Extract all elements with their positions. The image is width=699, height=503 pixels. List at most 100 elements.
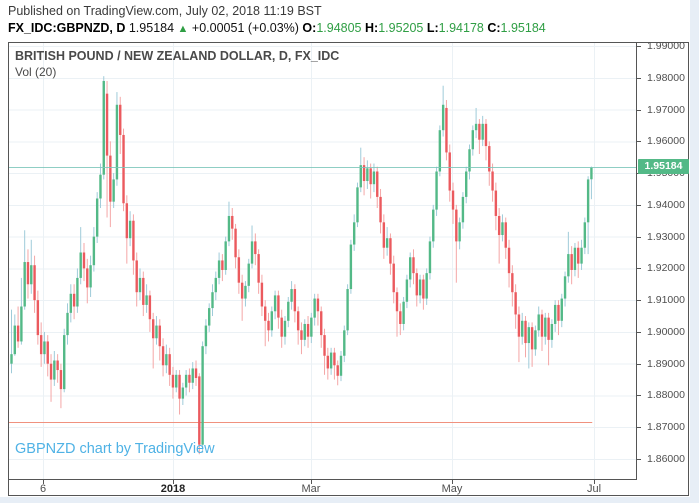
volume-indicator-label[interactable]: Vol (20) (15, 65, 57, 79)
candle-body (227, 215, 231, 242)
candle-body (109, 155, 112, 202)
candle-body (471, 130, 474, 150)
candle-body (102, 80, 105, 175)
candle-body (30, 265, 33, 285)
candle-body (537, 314, 540, 331)
chart-legend: BRITISH POUND / NEW ZEALAND DOLLAR, D, F… (15, 49, 339, 79)
candle-body (260, 282, 264, 307)
candle-body (435, 171, 438, 210)
candle-body (586, 179, 590, 223)
candle-body (135, 260, 138, 293)
candle-body (273, 295, 277, 312)
candle-body (560, 298, 563, 321)
candle-body (191, 368, 194, 383)
candle-body (484, 123, 488, 147)
candle-body (507, 247, 511, 274)
candle-body (105, 93, 109, 156)
candle-body (59, 370, 63, 390)
candle-body (151, 319, 155, 339)
candle-body (580, 247, 583, 264)
candle-body (234, 228, 237, 258)
candle-body (240, 282, 244, 299)
last-price: 1.95184 (128, 21, 175, 35)
candle-body (461, 196, 465, 223)
symbol-title: FX_IDC:GBPNZD, D (8, 21, 126, 35)
price-axis[interactable]: 1.990001.980001.970001.960001.950001.940… (637, 40, 690, 497)
candle-body (33, 265, 36, 301)
candle-body (237, 257, 241, 283)
candle-body (79, 252, 82, 278)
time-tick-label: 6 (39, 483, 47, 495)
open-value: 1.94805 (316, 21, 362, 35)
candle-body (26, 262, 30, 285)
candle-body (524, 320, 527, 344)
chart-title: BRITISH POUND / NEW ZEALAND DOLLAR, D, F… (15, 49, 340, 63)
candle-body (511, 273, 514, 293)
price-tick-mark (637, 459, 641, 460)
candle-body (412, 257, 415, 274)
candle-body (405, 279, 409, 302)
price-tick-label: 1.86000 (647, 453, 685, 465)
candle-body (316, 298, 320, 312)
published-line: Published on TradingView.com, July 02, 2… (8, 4, 322, 18)
candle-body (336, 365, 339, 376)
high-value: 1.95205 (378, 21, 424, 35)
candle-body (504, 222, 507, 248)
close-value: 1.95184 (500, 21, 546, 35)
candle-body (23, 262, 26, 307)
price-tick-mark (637, 332, 641, 333)
candle-body (590, 167, 593, 180)
candle-body (418, 279, 422, 296)
candle-body (326, 355, 330, 369)
price-tick-label: 1.91000 (647, 294, 685, 306)
tradingview-watermark-link[interactable]: GBPNZD chart by TradingView (15, 441, 215, 457)
candle-body (211, 292, 214, 309)
candle-body (451, 190, 455, 210)
candle-body (161, 346, 165, 366)
candle-body (82, 252, 86, 269)
time-tick-label: Jul (586, 483, 602, 495)
candle-body (244, 285, 247, 299)
candle-body (303, 323, 306, 340)
price-tick-label: 1.89000 (647, 358, 685, 370)
candle-body (63, 335, 66, 390)
candle-body (343, 330, 346, 356)
candle-body (379, 196, 382, 223)
candle-body (550, 323, 554, 340)
low-value: 1.94178 (438, 21, 484, 35)
candle-body (577, 247, 580, 264)
candle-body (356, 187, 359, 223)
candle-body (138, 277, 142, 293)
candle-body (527, 327, 531, 344)
price-tick-mark (637, 427, 641, 428)
candle-body (53, 360, 56, 380)
candle-body (36, 300, 40, 336)
candle-body (214, 277, 217, 293)
price-tick-label: 1.96000 (647, 135, 685, 147)
price-tick-mark (637, 78, 641, 79)
price-tick-label: 1.98000 (647, 72, 685, 84)
high-label: H: (364, 21, 379, 35)
candle-body (369, 168, 372, 185)
low-label: L: (426, 21, 439, 35)
candle-body (165, 354, 168, 366)
candle-body (168, 354, 171, 375)
candle-body (521, 320, 524, 337)
candle-body (16, 325, 20, 342)
price-tick-mark (637, 141, 641, 142)
candle-body (415, 273, 418, 296)
candle-body (382, 222, 386, 248)
chart-plot-area[interactable]: BRITISH POUND / NEW ZEALAND DOLLAR, D, F… (9, 43, 637, 480)
price-tick-mark (637, 205, 641, 206)
candlestick-chart[interactable] (9, 43, 636, 479)
price-tick-label: 1.94000 (647, 199, 685, 211)
time-tick-mark (43, 480, 44, 484)
candle-body (46, 341, 49, 364)
candle-body (178, 374, 181, 399)
symbol-status-line: FX_IDC:GBPNZD, D 1.95184 ▲ +0.00051 (+0.… (8, 20, 546, 38)
price-tick-mark (637, 300, 641, 301)
time-axis[interactable]: 6 2018 Mar May Jul (9, 480, 636, 497)
candle-body (280, 317, 283, 337)
candle-body (563, 276, 567, 299)
candle-body (428, 241, 432, 274)
